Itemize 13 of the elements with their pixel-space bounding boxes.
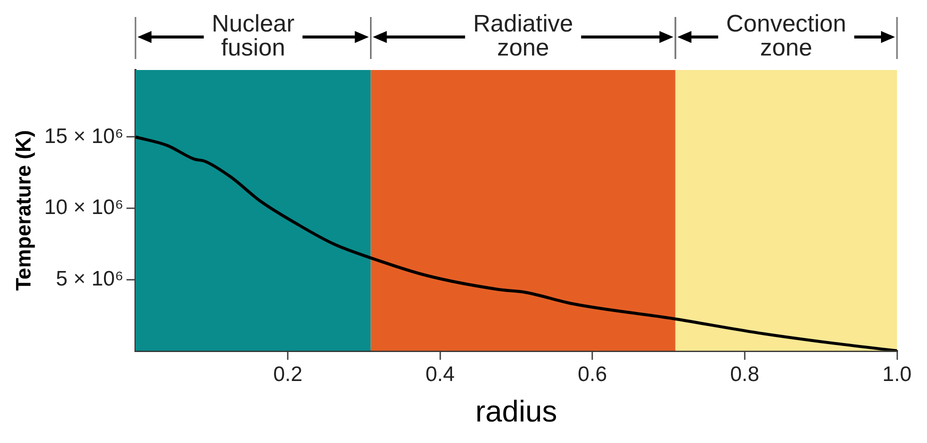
y-axis-title: Temperature (K) — [12, 130, 36, 291]
x-tick-label: 1.0 — [882, 363, 912, 386]
x-tick-label: 0.8 — [730, 363, 760, 386]
band-label: Nuclear fusion — [212, 10, 294, 62]
x-tick-label: 0.4 — [425, 363, 456, 386]
y-tick-label: 5 × 10⁶ — [56, 267, 124, 290]
x-tick-label: 0.2 — [273, 363, 302, 386]
x-axis-title: radius — [475, 395, 558, 428]
band-label: Convection zone — [726, 10, 846, 62]
x-tick-label: 0.6 — [578, 363, 607, 386]
y-tick-label: 15 × 10⁶ — [44, 124, 124, 148]
band-label: Radiative zone — [473, 10, 574, 62]
y-tick-label: 10 × 10⁶ — [44, 196, 124, 220]
